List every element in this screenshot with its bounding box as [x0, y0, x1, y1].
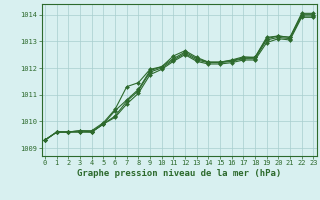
X-axis label: Graphe pression niveau de la mer (hPa): Graphe pression niveau de la mer (hPa) — [77, 169, 281, 178]
